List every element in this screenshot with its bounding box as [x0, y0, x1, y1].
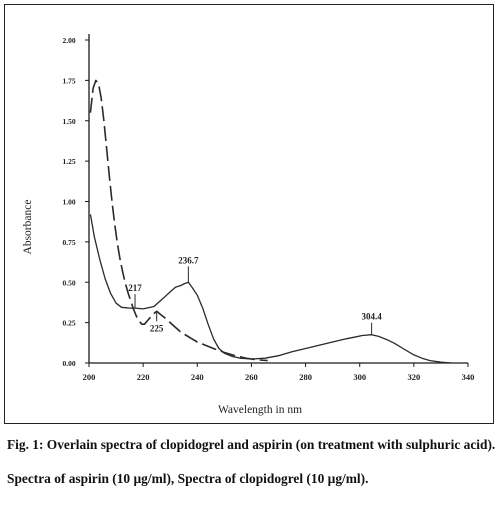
- y-tick-label: 0.50: [62, 278, 75, 287]
- y-tick-label: 1.00: [62, 198, 75, 207]
- peak-label-225: 225: [150, 323, 164, 333]
- peak-label-217: 217: [128, 283, 142, 293]
- chart-ticks: 200 220 240 260 280 300 320 340 0.00 0.25 0.50 0.75…: [62, 36, 474, 382]
- x-tick-label: 260: [245, 372, 258, 382]
- x-tick-label: 220: [137, 372, 150, 382]
- x-tick-label: 280: [299, 372, 312, 382]
- y-tick-label: 1.50: [62, 117, 75, 126]
- chart-annotations: 217 225 236.7 304.4: [128, 255, 383, 335]
- peak-label-304-4: 304.4: [362, 312, 383, 322]
- x-tick-label: 320: [407, 372, 420, 382]
- chart-series: [89, 79, 452, 364]
- x-axis-label: Wavelength in nm: [218, 404, 302, 416]
- x-tick-label: 240: [191, 372, 204, 382]
- y-tick-label: 1.75: [62, 76, 75, 85]
- x-tick-label: 340: [462, 372, 475, 382]
- spectra-chart: 200 220 240 260 280 300 320 340 0.00 0.25 0.50 0.75…: [22, 34, 474, 416]
- spectrum-line-dashed: [89, 79, 268, 362]
- y-tick-label: 1.25: [62, 157, 75, 166]
- x-tick-label: 200: [83, 372, 96, 382]
- x-tick-label: 300: [353, 372, 366, 382]
- y-tick-label: 0.75: [62, 238, 75, 247]
- spectrum-line-solid: [89, 214, 452, 364]
- peak-label-236-7: 236.7: [178, 255, 199, 265]
- y-tick-label: 2.00: [62, 36, 75, 45]
- figure-caption-title: Fig. 1: Overlain spectra of clopidogrel …: [7, 437, 496, 452]
- y-axis-label: Absorbance: [22, 200, 34, 255]
- figure-caption-legend: Spectra of aspirin (10 µg/ml), Spectra o…: [7, 471, 369, 486]
- y-tick-label: 0.00: [62, 359, 75, 368]
- chart-axes: [88, 34, 468, 364]
- figure-frame: 200 220 240 260 280 300 320 340 0.00 0.25 0.50 0.75…: [4, 4, 494, 424]
- y-tick-label: 0.25: [62, 319, 75, 328]
